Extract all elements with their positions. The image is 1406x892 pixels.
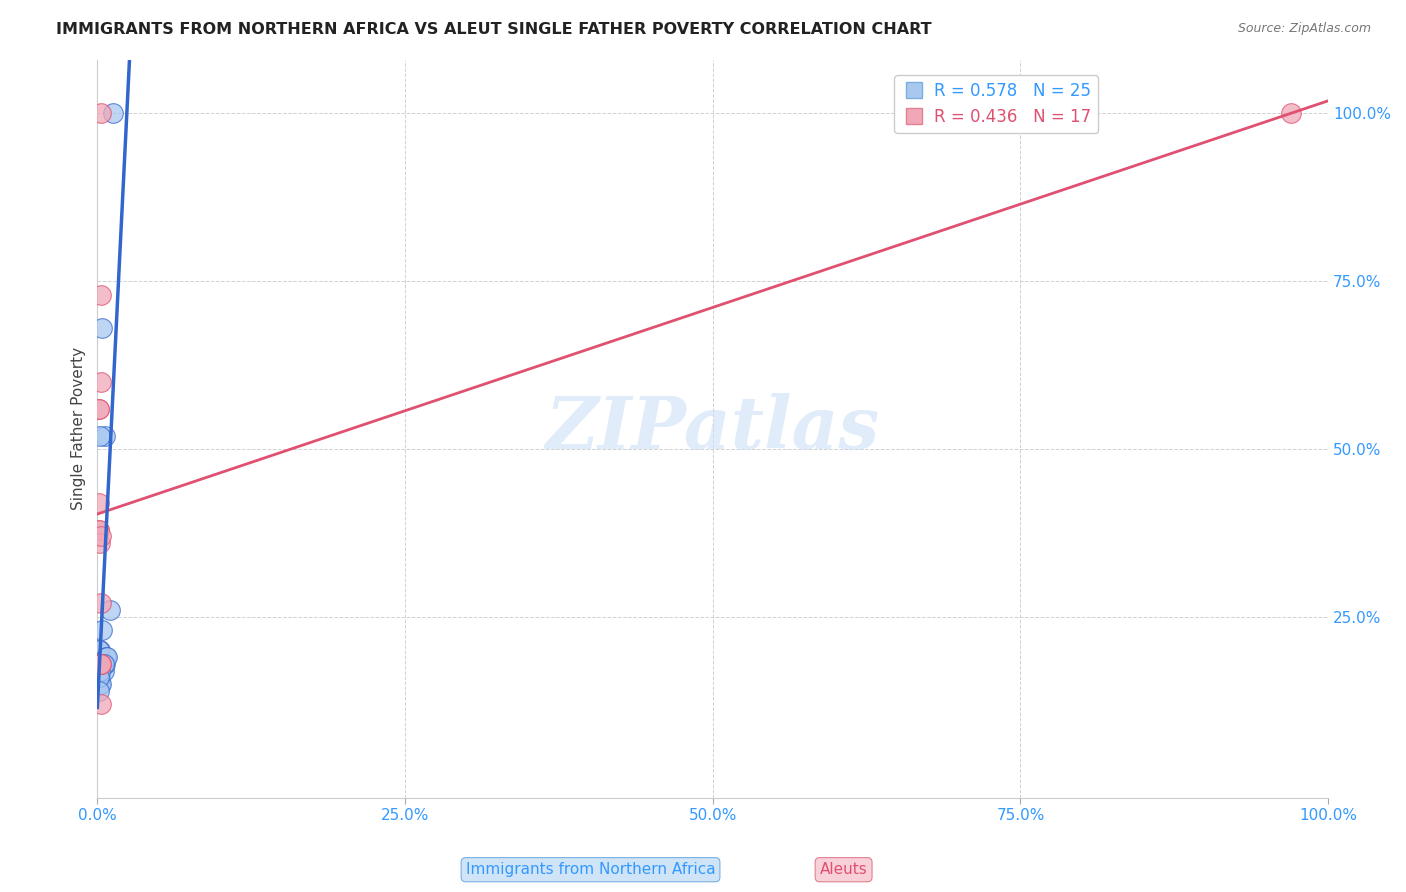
Legend: R = 0.578   N = 25, R = 0.436   N = 17: R = 0.578 N = 25, R = 0.436 N = 17 [894, 75, 1098, 133]
Point [93, 664, 115, 678]
Point [91, 321, 114, 335]
Point [87, 643, 110, 657]
Point [90, 697, 112, 711]
Point [96, 650, 118, 665]
Text: IMMIGRANTS FROM NORTHERN AFRICA VS ALEUT SINGLE FATHER POVERTY CORRELATION CHART: IMMIGRANTS FROM NORTHERN AFRICA VS ALEUT… [56, 22, 932, 37]
Point [89, 536, 111, 550]
Point [87, 496, 110, 510]
Point [87, 523, 110, 537]
Point [91, 624, 114, 638]
Point [89, 657, 111, 671]
Point [89, 670, 111, 684]
Text: ZIPatlas: ZIPatlas [546, 393, 880, 465]
Point [89, 683, 111, 698]
Point [90, 596, 112, 610]
Point [90, 677, 112, 691]
Point [87, 664, 110, 678]
Point [87, 523, 110, 537]
Point [90, 529, 112, 543]
Point [1279, 106, 1302, 120]
Text: Aleuts: Aleuts [820, 863, 868, 877]
Point [87, 401, 110, 416]
Point [93, 657, 115, 671]
Text: Immigrants from Northern Africa: Immigrants from Northern Africa [465, 863, 716, 877]
Point [87, 670, 110, 684]
Point [94, 650, 117, 665]
Point [93, 428, 115, 442]
Point [90, 657, 112, 671]
Point [90, 287, 112, 301]
Point [89, 657, 111, 671]
Point [93, 657, 115, 671]
Point [89, 677, 111, 691]
Point [89, 664, 111, 678]
Point [87, 401, 110, 416]
Point [89, 664, 111, 678]
Point [90, 375, 112, 389]
Point [89, 428, 111, 442]
Point [90, 657, 112, 671]
Point [98, 603, 121, 617]
Point [87, 657, 110, 671]
Point [93, 657, 115, 671]
Text: Source: ZipAtlas.com: Source: ZipAtlas.com [1237, 22, 1371, 36]
Point [103, 106, 125, 120]
Point [87, 664, 110, 678]
Y-axis label: Single Father Poverty: Single Father Poverty [72, 347, 86, 510]
Point [90, 106, 112, 120]
Point [89, 670, 111, 684]
Point [89, 643, 111, 657]
